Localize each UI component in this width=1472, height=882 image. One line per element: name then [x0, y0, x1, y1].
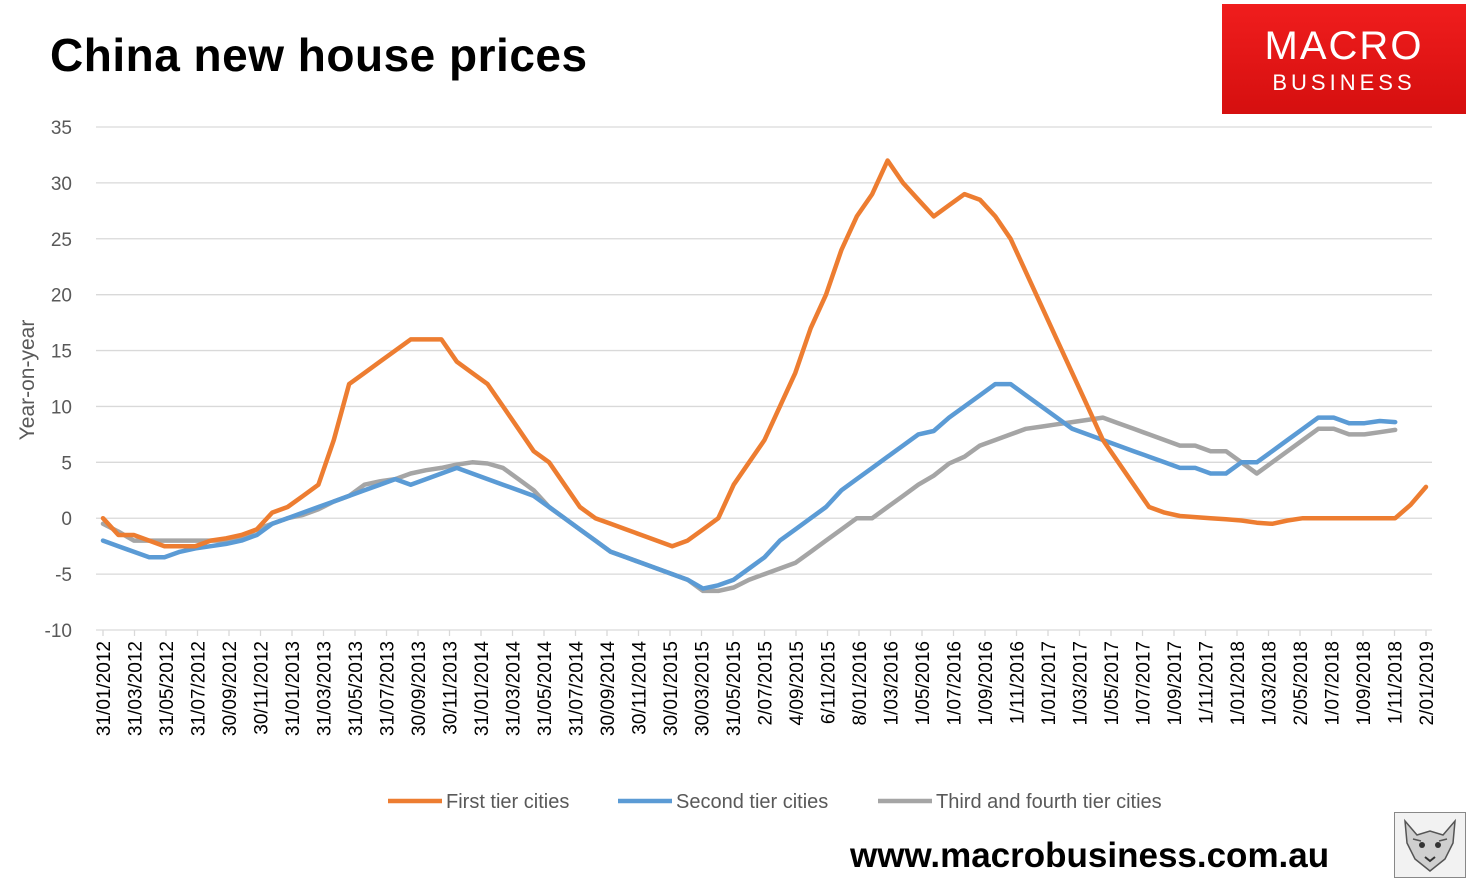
x-tick-label: 1/11/2017 — [1197, 641, 1218, 724]
x-tick-label: 30/09/2012 — [220, 641, 241, 736]
chart-title: China new house prices — [50, 29, 588, 81]
x-tick-label: 31/05/2012 — [157, 641, 178, 736]
x-tick-label: 1/01/2017 — [1039, 641, 1060, 726]
series-lines — [100, 158, 1429, 594]
y-tick-label: 15 — [51, 342, 72, 363]
x-tick-label: 4/09/2015 — [787, 641, 808, 726]
macrobusiness-logo: MACRO BUSINESS — [1222, 4, 1466, 114]
x-tick-label: 31/05/2015 — [724, 641, 745, 736]
x-tick-label: 31/01/2012 — [94, 641, 115, 736]
logo-text-business: BUSINESS — [1272, 70, 1416, 95]
legend-label: Third and fourth tier cities — [936, 791, 1162, 813]
y-tick-labels: 35 30 25 20 15 10 5 0 -5 -10 — [45, 118, 72, 642]
x-tick-label: 1/05/2016 — [913, 641, 934, 726]
x-tick-label: 31/03/2013 — [315, 641, 336, 736]
series-line-1 — [100, 381, 1398, 591]
website-url: www.macrobusiness.com.au — [850, 836, 1330, 875]
x-tick-label: 30/09/2014 — [598, 641, 619, 737]
x-tick-label: 1/05/2017 — [1102, 641, 1123, 726]
x-tick-label: 1/07/2018 — [1323, 641, 1344, 726]
y-tick-label: 0 — [61, 509, 72, 530]
x-tick-label: 1/03/2017 — [1071, 641, 1092, 726]
y-axis-label: Year-on-year — [16, 320, 39, 441]
wolf-mascot-icon — [1394, 812, 1466, 878]
x-tick-label: 1/03/2016 — [882, 641, 903, 726]
x-tick-label: 1/09/2016 — [976, 641, 997, 726]
series-line-0 — [100, 158, 1429, 549]
x-tick-label: 2/01/2019 — [1417, 641, 1438, 726]
x-tick-label: 6/11/2015 — [819, 641, 840, 724]
x-tick-label: 1/09/2018 — [1354, 641, 1375, 726]
x-tick-label: 31/01/2013 — [283, 641, 304, 736]
y-tick-label: 25 — [51, 230, 72, 251]
x-tick-label: 30/11/2013 — [441, 641, 462, 735]
x-tick-label: 1/11/2018 — [1386, 641, 1407, 724]
x-tick-label: 1/07/2017 — [1134, 641, 1155, 726]
y-tick-label: -10 — [45, 621, 72, 642]
y-tick-label: 5 — [61, 453, 72, 474]
x-tick-label: 31/05/2014 — [535, 641, 556, 737]
x-tick-label: 31/05/2013 — [346, 641, 367, 736]
legend-label: First tier cities — [446, 791, 569, 813]
x-tick-label: 8/01/2016 — [850, 641, 871, 726]
x-tick-label: 31/07/2012 — [189, 641, 210, 736]
x-tick-label: 31/07/2013 — [378, 641, 399, 736]
x-tick-label: 1/03/2018 — [1260, 641, 1281, 726]
x-tick-label: 30/01/2015 — [661, 641, 682, 736]
x-tick-label: 31/07/2014 — [567, 641, 588, 737]
x-tick-label: 30/09/2013 — [409, 641, 430, 736]
x-tick-label: 1/11/2016 — [1008, 641, 1029, 724]
y-tick-label: 35 — [51, 118, 72, 139]
x-tick-label: 31/01/2014 — [472, 641, 493, 737]
x-tick-label: 30/11/2014 — [630, 641, 651, 735]
y-tick-label: 10 — [51, 397, 72, 418]
series-line-2 — [100, 415, 1398, 594]
x-tick-label: 2/07/2015 — [756, 641, 777, 726]
x-tick-label: 2/05/2018 — [1291, 641, 1312, 726]
legend-label: Second tier cities — [676, 791, 828, 813]
x-tick-label: 30/03/2015 — [693, 641, 714, 736]
y-tick-label: 30 — [51, 174, 72, 195]
x-tick-label: 31/03/2014 — [504, 641, 525, 737]
x-tick-label: 1/01/2018 — [1228, 641, 1249, 726]
x-tick-label: 1/09/2017 — [1165, 641, 1186, 726]
logo-text-macro: MACRO — [1264, 24, 1424, 68]
x-tick-labels: 31/01/2012 31/03/2012 31/05/2012 31/07/2012… — [94, 641, 1438, 737]
y-tick-label: 20 — [51, 286, 72, 307]
x-tick-label: 30/11/2012 — [252, 641, 273, 735]
y-tick-label: -5 — [55, 565, 72, 586]
x-tick-label: 1/07/2016 — [945, 641, 966, 726]
legend: First tier cities Second tier cities Third… — [388, 791, 1162, 813]
x-tick-label: 31/03/2012 — [126, 641, 147, 736]
